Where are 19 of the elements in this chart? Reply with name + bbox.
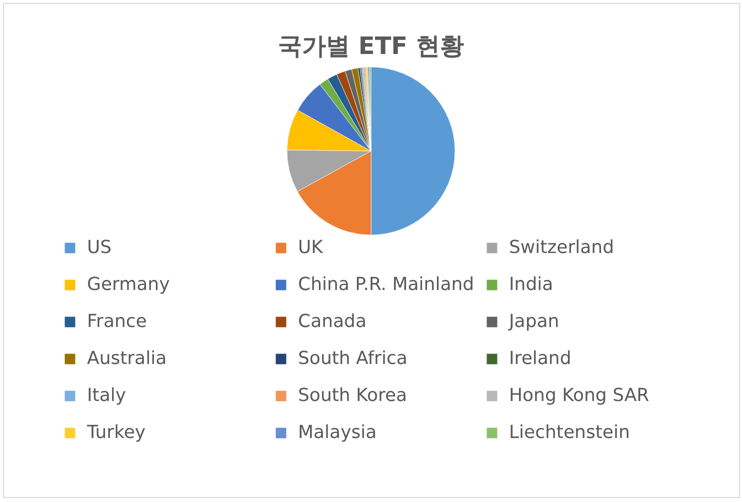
legend-label: Japan [508, 311, 560, 332]
legend-label: Italy [87, 385, 126, 406]
legend-label: China P.R. Mainland [298, 274, 474, 295]
legend-label: Germany [87, 274, 170, 295]
chart-title: 국가별 ETF 현황 [278, 32, 464, 60]
legend-label: Canada [298, 311, 366, 332]
legend-label: Malaysia [298, 422, 377, 443]
legend-label: Turkey [86, 422, 146, 443]
legend-label: South Africa [298, 348, 408, 369]
legend-label: UK [298, 237, 324, 258]
legend-label: Ireland [509, 348, 572, 369]
legend-label: Australia [87, 348, 167, 369]
legend-label: Switzerland [509, 237, 614, 258]
legend-label: India [509, 274, 554, 295]
legend-label: France [87, 311, 147, 332]
legend-label: US [87, 237, 112, 258]
legend-label: Hong Kong SAR [509, 385, 650, 406]
legend-label: Liechtenstein [509, 422, 630, 443]
legend-label: South Korea [298, 385, 408, 406]
